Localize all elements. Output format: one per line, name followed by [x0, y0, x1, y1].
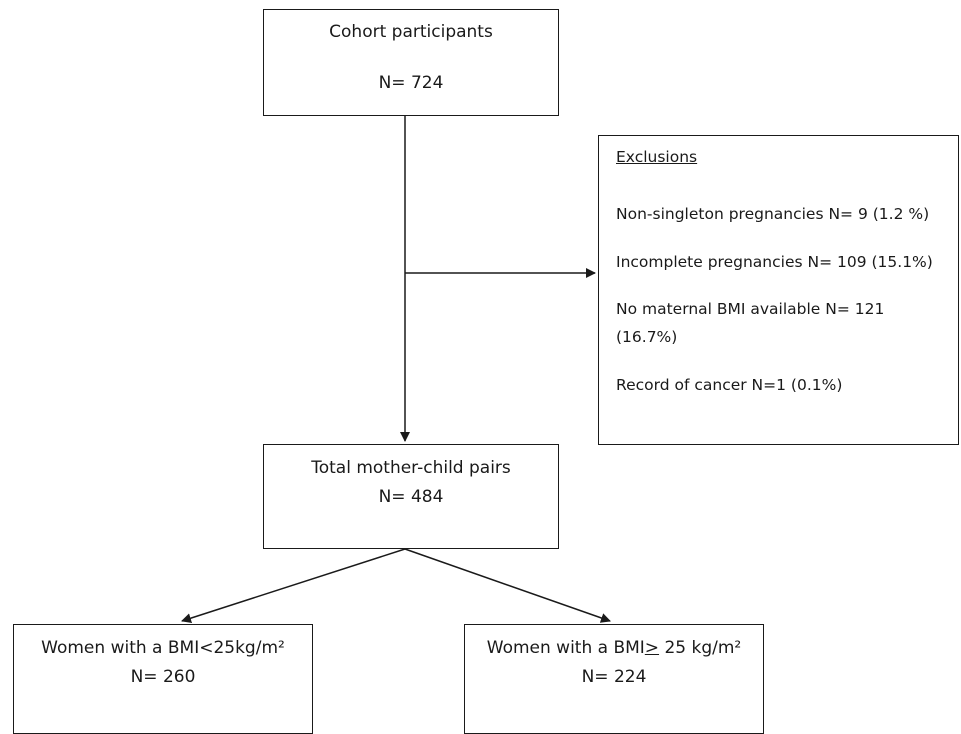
bmi-high-title-symbol: >: [644, 638, 660, 658]
exclusions-title: Exclusions: [616, 148, 698, 166]
cohort-count: N= 724: [378, 73, 444, 93]
total-count: N= 484: [378, 487, 444, 507]
bmi-under-25-count: N= 260: [130, 667, 196, 687]
exclusion-non-singleton: Non-singleton pregnancies N= 9 (1.2 %): [616, 205, 930, 223]
bmi-high-title-suffix: 25 kg/m²: [659, 638, 742, 658]
total-pairs-box: Total mother-child pairs N= 484: [263, 444, 559, 549]
total-title: Total mother-child pairs: [311, 458, 511, 478]
bmi-high-title-prefix: Women with a BMI: [486, 638, 645, 658]
arrow-total-to-low-bmi: [181, 548, 406, 623]
bmi-25-or-more-title: Women with a BMI> 25 kg/m²: [465, 638, 763, 658]
bmi-under-25-box: Women with a BMI<25kg/m² N= 260: [13, 624, 313, 734]
bmi-under-25-title: Women with a BMI<25kg/m²: [41, 638, 285, 658]
exclusions-box: Exclusions Non-singleton pregnancies N= …: [598, 135, 959, 445]
arrow-total-to-high-bmi: [404, 548, 611, 623]
exclusion-cancer: Record of cancer N=1 (0.1%): [616, 376, 843, 394]
cohort-participants-box: Cohort participants N= 724: [263, 9, 559, 116]
cohort-title: Cohort participants: [329, 22, 493, 42]
bmi-25-or-more-box: Women with a BMI> 25 kg/m² N= 224: [464, 624, 764, 734]
exclusion-no-bmi: No maternal BMI available N= 121: [616, 300, 885, 318]
exclusion-incomplete-pregnancies: Incomplete pregnancies N= 109 (15.1%): [616, 253, 933, 271]
bmi-25-or-more-count: N= 224: [581, 667, 647, 687]
exclusion-no-bmi-percent: (16.7%): [616, 328, 678, 346]
